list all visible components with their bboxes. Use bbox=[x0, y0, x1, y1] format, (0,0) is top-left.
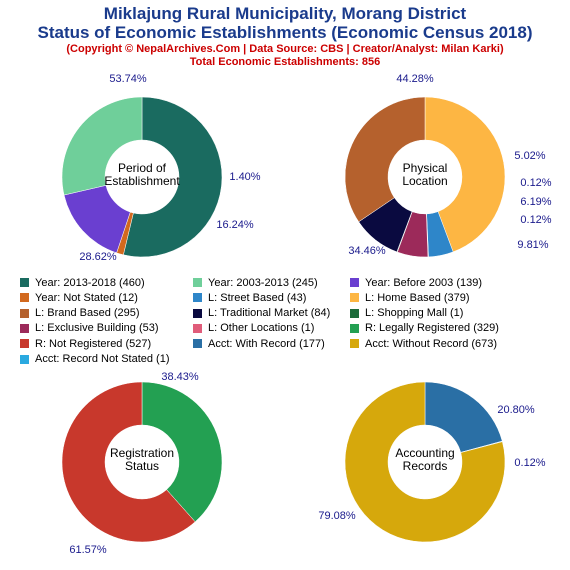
data-label: 5.02% bbox=[514, 150, 545, 162]
legend-item: R: Not Registered (527) bbox=[20, 337, 151, 350]
chart-title: Miklajung Rural Municipality, Morang Dis… bbox=[103, 4, 467, 23]
center-label: Records bbox=[403, 459, 448, 473]
data-label: 16.24% bbox=[216, 219, 254, 231]
legend-item: L: Street Based (43) bbox=[193, 291, 306, 304]
center-label: Period of bbox=[118, 161, 167, 175]
slice-acct-with-record bbox=[424, 381, 503, 453]
legend-swatch bbox=[20, 293, 29, 303]
data-label: 1.40% bbox=[229, 171, 260, 183]
legend-label: L: Home Based (379) bbox=[365, 291, 470, 304]
center-label: Registration bbox=[110, 446, 174, 460]
legend-label: L: Other Locations (1) bbox=[208, 322, 315, 335]
legend-swatch bbox=[193, 339, 202, 349]
credit-line: (Copyright © NepalArchives.Com | Data So… bbox=[66, 43, 504, 55]
legend-item: Year: 2013-2018 (460) bbox=[20, 276, 145, 289]
legend-label: L: Brand Based (295) bbox=[35, 307, 140, 320]
legend-swatch bbox=[193, 293, 202, 303]
legend-item: L: Home Based (379) bbox=[350, 291, 470, 304]
legend-swatch bbox=[350, 278, 359, 287]
data-label: 6.19% bbox=[520, 196, 551, 208]
legend-swatch bbox=[20, 339, 29, 349]
legend-label: Year: 2003-2013 (245) bbox=[208, 276, 318, 289]
data-label: 61.57% bbox=[69, 544, 107, 556]
data-label: 20.80% bbox=[497, 404, 535, 416]
legend-swatch bbox=[193, 308, 202, 318]
legend-item: L: Brand Based (295) bbox=[20, 307, 140, 320]
center-label: Physical bbox=[403, 161, 448, 175]
data-label: 53.74% bbox=[109, 73, 147, 85]
legend-item: Year: Not Stated (12) bbox=[20, 291, 138, 304]
legend-item: Acct: Without Record (673) bbox=[350, 337, 497, 350]
legend-item: L: Traditional Market (84) bbox=[193, 307, 330, 320]
legend-swatch bbox=[350, 339, 359, 349]
legend-item: L: Exclusive Building (53) bbox=[20, 322, 159, 335]
legend-item: Year: Before 2003 (139) bbox=[350, 276, 482, 289]
center-label: Location bbox=[402, 174, 447, 188]
legend-swatch bbox=[20, 323, 29, 333]
legend-item: L: Other Locations (1) bbox=[193, 322, 314, 335]
legend-item: Acct: Record Not Stated (1) bbox=[20, 353, 170, 366]
legend-label: L: Street Based (43) bbox=[208, 291, 307, 304]
data-label: 0.12% bbox=[520, 214, 551, 226]
center-label: Status bbox=[125, 459, 159, 473]
chart-subtitle: Status of Economic Establishments (Econo… bbox=[37, 23, 533, 42]
legend-label: R: Not Registered (527) bbox=[35, 337, 152, 350]
legend-item: Year: 2003-2013 (245) bbox=[193, 276, 318, 289]
center-label: Accounting bbox=[395, 446, 454, 460]
data-label: 9.81% bbox=[517, 239, 548, 251]
slice-r-not-registered bbox=[61, 381, 196, 543]
legend-swatch bbox=[193, 278, 202, 287]
legend-label: Year: 2013-2018 (460) bbox=[35, 276, 145, 289]
data-label: 0.12% bbox=[520, 177, 551, 189]
legend-item: Acct: With Record (177) bbox=[193, 337, 325, 350]
legend-label: Year: Before 2003 (139) bbox=[365, 276, 483, 289]
slice-r-legally-registered bbox=[141, 381, 223, 523]
legend-label: Acct: Record Not Stated (1) bbox=[35, 353, 170, 365]
legend-label: Acct: With Record (177) bbox=[208, 337, 325, 350]
legend-swatch bbox=[20, 308, 29, 318]
data-label: 38.43% bbox=[161, 371, 199, 383]
center-label: Establishment bbox=[104, 174, 180, 188]
legend-swatch bbox=[350, 308, 359, 318]
data-label: 34.46% bbox=[348, 245, 386, 257]
legend-item: L: Shopping Mall (1) bbox=[350, 307, 463, 320]
legend-swatch bbox=[193, 323, 202, 333]
data-label: 0.12% bbox=[514, 457, 545, 469]
slice-l-home-based bbox=[424, 96, 506, 253]
slice-year-2003-2013 bbox=[61, 96, 143, 196]
slice-l-brand-based bbox=[344, 96, 426, 223]
legend-label: L: Exclusive Building (53) bbox=[35, 322, 159, 335]
legend-label: R: Legally Registered (329) bbox=[365, 322, 499, 335]
legend-label: Acct: Without Record (673) bbox=[365, 337, 498, 350]
slice-year-2013-2018 bbox=[123, 96, 223, 258]
data-label: 79.08% bbox=[318, 510, 356, 522]
legend-swatch bbox=[350, 293, 359, 303]
legend-swatch bbox=[350, 323, 359, 333]
legend-label: L: Shopping Mall (1) bbox=[365, 307, 464, 320]
slice-acct-without-record bbox=[344, 381, 506, 543]
legend-swatch bbox=[20, 278, 29, 287]
legend-label: Year: Not Stated (12) bbox=[35, 291, 138, 304]
legend-item: R: Legally Registered (329) bbox=[350, 322, 499, 335]
data-label: 28.62% bbox=[79, 251, 117, 263]
data-label: 44.28% bbox=[396, 73, 434, 85]
total-establishments: Total Economic Establishments: 856 bbox=[189, 56, 381, 68]
legend-swatch bbox=[20, 354, 29, 364]
legend-label: L: Traditional Market (84) bbox=[208, 307, 331, 320]
